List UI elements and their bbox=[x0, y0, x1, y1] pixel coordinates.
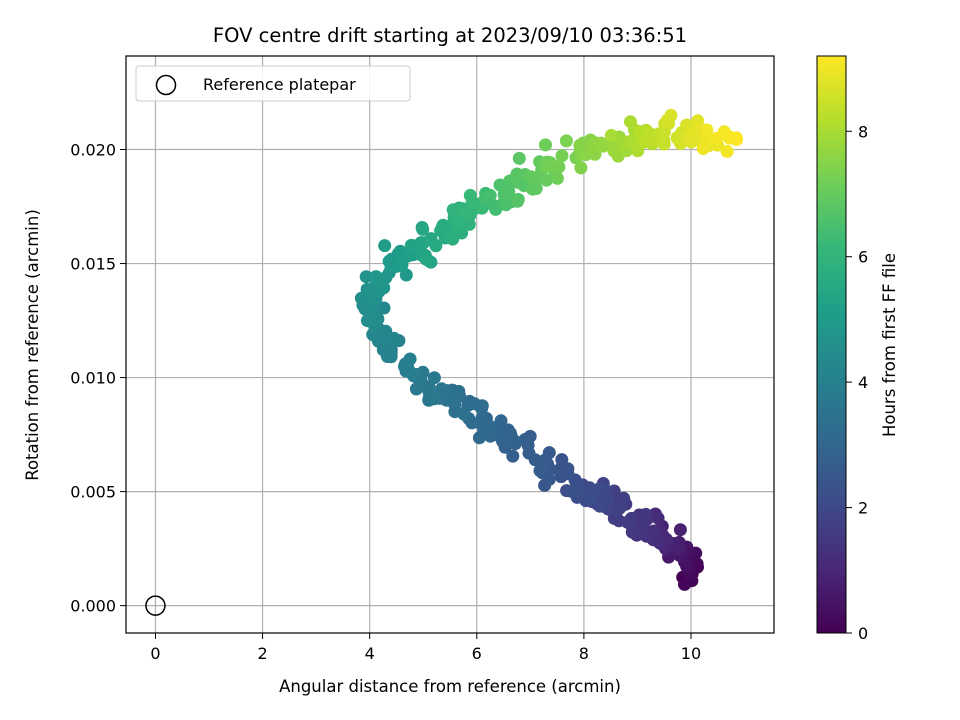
y-tick-label: 0.000 bbox=[70, 597, 116, 616]
data-point bbox=[419, 252, 433, 266]
data-point bbox=[555, 149, 569, 163]
data-point bbox=[359, 270, 373, 284]
data-point bbox=[621, 515, 634, 529]
data-point bbox=[528, 453, 542, 467]
data-point bbox=[423, 385, 437, 399]
data-point bbox=[494, 414, 508, 428]
colorbar-tick-label: 0 bbox=[858, 624, 868, 643]
y-tick-label: 0.005 bbox=[70, 483, 116, 502]
data-point bbox=[524, 170, 538, 184]
data-point bbox=[427, 371, 441, 385]
x-tick-label: 8 bbox=[579, 644, 589, 663]
data-point bbox=[475, 201, 489, 215]
legend: Reference platepar bbox=[135, 65, 411, 102]
data-point bbox=[501, 423, 515, 437]
data-point bbox=[596, 139, 610, 153]
data-point bbox=[376, 276, 389, 290]
data-point bbox=[657, 137, 671, 151]
data-point bbox=[635, 522, 649, 536]
data-point bbox=[539, 138, 552, 152]
colorbar-tick-label: 4 bbox=[858, 373, 868, 392]
data-point bbox=[700, 123, 714, 137]
data-point bbox=[465, 416, 479, 430]
data-point bbox=[624, 115, 637, 129]
legend-marker-icon bbox=[155, 74, 177, 96]
data-point bbox=[511, 194, 525, 208]
data-point bbox=[452, 217, 466, 231]
data-point bbox=[557, 464, 570, 478]
colorbar-gradient bbox=[816, 55, 847, 634]
data-point bbox=[518, 432, 532, 446]
x-tick-label: 4 bbox=[365, 644, 375, 663]
legend-label: Reference platepar bbox=[203, 75, 356, 94]
data-point bbox=[555, 453, 569, 467]
data-point bbox=[529, 182, 543, 196]
data-point bbox=[546, 159, 560, 172]
data-point bbox=[538, 453, 552, 467]
plot-frame bbox=[125, 55, 775, 634]
grid bbox=[126, 56, 774, 633]
y-tick-label: 0.010 bbox=[70, 369, 116, 388]
data-point bbox=[446, 232, 460, 246]
x-tick-label: 10 bbox=[681, 644, 701, 663]
data-point bbox=[447, 394, 461, 408]
colorbar-tick-label: 2 bbox=[858, 499, 868, 518]
data-point bbox=[582, 492, 596, 506]
data-point bbox=[499, 198, 513, 212]
colorbar-label: Hours from first FF file bbox=[880, 253, 899, 437]
data-point bbox=[593, 497, 607, 511]
data-point bbox=[730, 133, 744, 146]
x-tick-label: 6 bbox=[472, 644, 482, 663]
data-point bbox=[416, 222, 430, 236]
data-point bbox=[709, 131, 723, 145]
data-point bbox=[512, 151, 526, 165]
data-point bbox=[696, 142, 710, 155]
data-point bbox=[399, 268, 413, 282]
data-points bbox=[354, 108, 744, 591]
x-tick-label: 2 bbox=[257, 644, 267, 663]
data-point bbox=[564, 484, 578, 498]
data-point bbox=[378, 239, 392, 253]
x-axis-label: Angular distance from reference (arcmin) bbox=[279, 677, 621, 696]
data-point bbox=[463, 394, 477, 408]
data-point bbox=[379, 324, 393, 338]
data-point bbox=[625, 525, 639, 539]
data-point bbox=[651, 511, 665, 525]
data-point bbox=[720, 144, 734, 158]
data-point bbox=[639, 507, 653, 521]
data-point bbox=[429, 239, 443, 253]
data-point bbox=[382, 254, 396, 268]
legend-box bbox=[135, 65, 411, 102]
data-point bbox=[673, 523, 687, 537]
data-point bbox=[483, 188, 497, 202]
chart-title: FOV centre drift starting at 2023/09/10 … bbox=[213, 24, 687, 47]
x-tick-label: 0 bbox=[150, 644, 160, 663]
y-tick-label: 0.015 bbox=[70, 255, 116, 274]
data-point bbox=[550, 171, 564, 185]
data-point bbox=[540, 173, 553, 187]
data-point bbox=[664, 108, 678, 122]
colorbar-tick-label: 8 bbox=[858, 122, 868, 141]
y-axis-label: Rotation from reference (arcmin) bbox=[23, 209, 42, 481]
y-tick-label: 0.020 bbox=[70, 141, 116, 160]
data-point bbox=[604, 128, 618, 142]
colorbar: 0 2 4 6 8 Hours from first FF file bbox=[816, 55, 899, 643]
axis-ticks: 0 2 4 6 8 10 0.000 0.005 0.010 0.015 0.020 bbox=[70, 141, 701, 663]
data-point bbox=[507, 434, 521, 448]
data-point bbox=[360, 314, 374, 328]
data-point bbox=[403, 352, 417, 366]
data-point bbox=[506, 449, 520, 463]
colorbar-ticks: 0 2 4 6 8 bbox=[846, 122, 868, 643]
reference-point-marker bbox=[145, 595, 166, 616]
data-point bbox=[457, 407, 471, 421]
data-point bbox=[463, 188, 477, 202]
colorbar-tick-label: 6 bbox=[858, 248, 868, 267]
data-point bbox=[574, 161, 588, 175]
data-point bbox=[435, 382, 449, 396]
data-point bbox=[533, 464, 547, 478]
data-point bbox=[559, 134, 573, 148]
data-point bbox=[502, 185, 516, 199]
